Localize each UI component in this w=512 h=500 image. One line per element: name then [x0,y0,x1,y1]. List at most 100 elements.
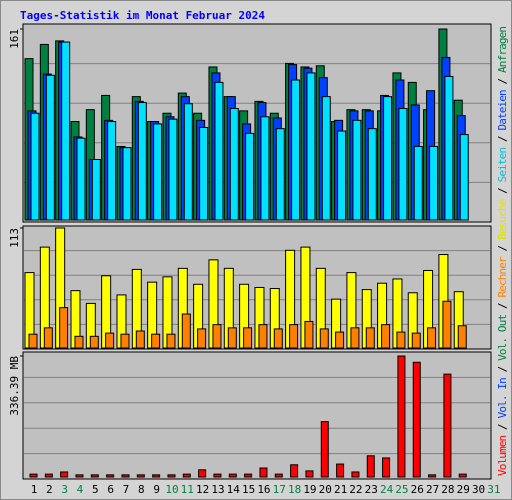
y-tick-label: 161 [8,29,21,49]
bar [337,130,347,221]
bar [30,112,40,221]
x-tick-label: 19 [303,483,316,496]
bar [444,75,454,221]
bar [429,145,439,221]
bar [443,373,452,478]
bar [213,473,222,478]
bar [245,132,255,221]
bar [197,328,207,349]
bar [319,328,329,349]
legend-entry: Vol. Out [496,314,509,361]
x-tick-label: 13 [211,483,224,496]
x-tick-label: 26 [411,483,424,496]
x-tick-label: 9 [153,483,160,496]
bar [367,128,377,221]
bar [76,137,86,221]
bar [106,474,115,478]
x-tick-label: 23 [365,483,378,496]
x-tick-label: 28 [441,483,454,496]
bar [396,331,406,349]
bar [320,421,329,478]
x-tick-label: 16 [257,483,270,496]
bar [413,145,423,221]
bar [427,327,437,349]
bar [304,320,314,349]
bar [351,471,360,478]
x-tick-label: 10 [165,483,178,496]
x-tick-label: 29 [457,483,470,496]
bar [59,307,69,349]
bar [381,324,391,349]
bar [61,41,71,221]
bar [274,473,283,478]
bar [352,119,362,221]
legend-separator: / [496,297,509,315]
bar [229,107,239,221]
bar [181,313,191,349]
bar [214,81,224,221]
x-tick-label: 22 [349,483,362,496]
legend-entry: Rechner [496,256,509,298]
x-tick-label: 15 [242,483,255,496]
bar [411,332,421,349]
bar [321,96,331,221]
legend-entry: Seiten [496,147,509,182]
legend-separator: / [496,181,509,199]
bar [136,474,145,478]
bar [135,330,145,349]
x-tick-label: 24 [380,483,394,496]
bar [183,103,193,221]
bar [29,473,38,478]
x-tick-label: 4 [77,483,84,496]
bar [212,324,222,349]
bar [398,107,408,221]
x-tick-label: 20 [319,483,332,496]
x-tick-label: 5 [92,483,99,496]
x-tick-label: 27 [426,483,439,496]
x-tick-label: 18 [288,483,301,496]
bar [120,333,130,349]
bar [397,355,406,478]
bar [382,457,391,478]
legend-entry: Vol. In [496,377,509,418]
bar [306,72,316,221]
bar [442,300,452,349]
x-tick-label: 3 [61,483,68,496]
bar [350,327,360,349]
x-tick-label: 2 [46,483,53,496]
x-tick-label: 31 [487,483,500,496]
bar [90,474,99,478]
bar [457,325,467,349]
bar [167,474,176,478]
bar [228,473,237,478]
bar [290,464,299,478]
y-tick-label: 113 [8,228,21,248]
bar [335,331,345,349]
legend-separator: / [496,72,509,90]
bar [458,473,467,478]
x-tick-label: 7 [123,483,130,496]
bar [198,469,207,478]
bar [60,471,69,478]
x-tick-label: 12 [196,483,209,496]
bar [275,128,285,221]
legend-entry: Besuche [496,199,509,240]
bar [153,123,163,221]
bar [365,327,375,349]
bar [305,470,314,478]
bar [28,333,38,349]
x-tick-label: 30 [472,483,485,496]
x-tick-label: 1 [31,483,38,496]
bar [121,474,130,478]
bar [244,473,253,478]
panel [22,351,492,480]
bar [291,79,301,221]
legend-separator: / [496,360,509,378]
bar [199,126,209,221]
bar [383,96,393,221]
bar [45,74,55,221]
bar [107,121,117,221]
bar [259,467,268,478]
bar [243,327,253,349]
